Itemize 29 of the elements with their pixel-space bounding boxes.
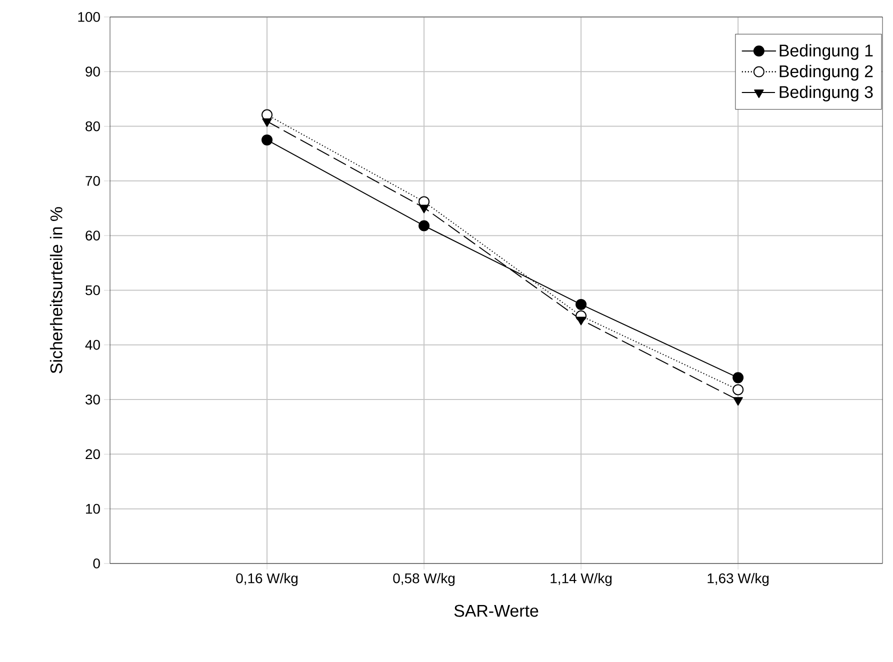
point bbox=[733, 397, 743, 406]
point bbox=[732, 372, 744, 384]
y-tick-label: 10 bbox=[86, 504, 100, 514]
y-tick-label: 70 bbox=[86, 176, 100, 186]
y-tick-label: 60 bbox=[86, 230, 100, 241]
x-tick-label: 1,14 W/kg bbox=[550, 573, 612, 586]
legend-label: Bedingung 1 bbox=[780, 44, 873, 60]
point bbox=[576, 316, 586, 326]
x-tick-label: 1,63 W/kg bbox=[708, 573, 769, 586]
x-tick-label: 0,16 W/kg bbox=[236, 573, 298, 586]
y-tick-label: 90 bbox=[86, 66, 100, 77]
y-tick-label: 0 bbox=[93, 558, 100, 568]
x-tick-label: 0,58 W/kg bbox=[393, 573, 455, 586]
y-tick-label: 30 bbox=[86, 394, 100, 404]
y-tick-label: 50 bbox=[86, 285, 100, 296]
point bbox=[418, 220, 430, 232]
y-tick-label: 40 bbox=[85, 340, 100, 350]
y-tick-label: 80 bbox=[86, 121, 100, 132]
point bbox=[419, 204, 429, 214]
y-tick-label: 100 bbox=[78, 12, 100, 22]
legend-label: Bedingung 3 bbox=[780, 86, 873, 102]
y-axis-title: Sicherheitsurteile in % bbox=[50, 207, 62, 374]
point bbox=[732, 384, 744, 396]
y-tick-label: 20 bbox=[86, 449, 100, 460]
point bbox=[262, 134, 273, 146]
point bbox=[576, 298, 587, 310]
legend-label: Bedingung 2 bbox=[780, 64, 873, 81]
x-axis-title: SAR-Werte bbox=[454, 604, 538, 617]
point bbox=[262, 118, 272, 127]
